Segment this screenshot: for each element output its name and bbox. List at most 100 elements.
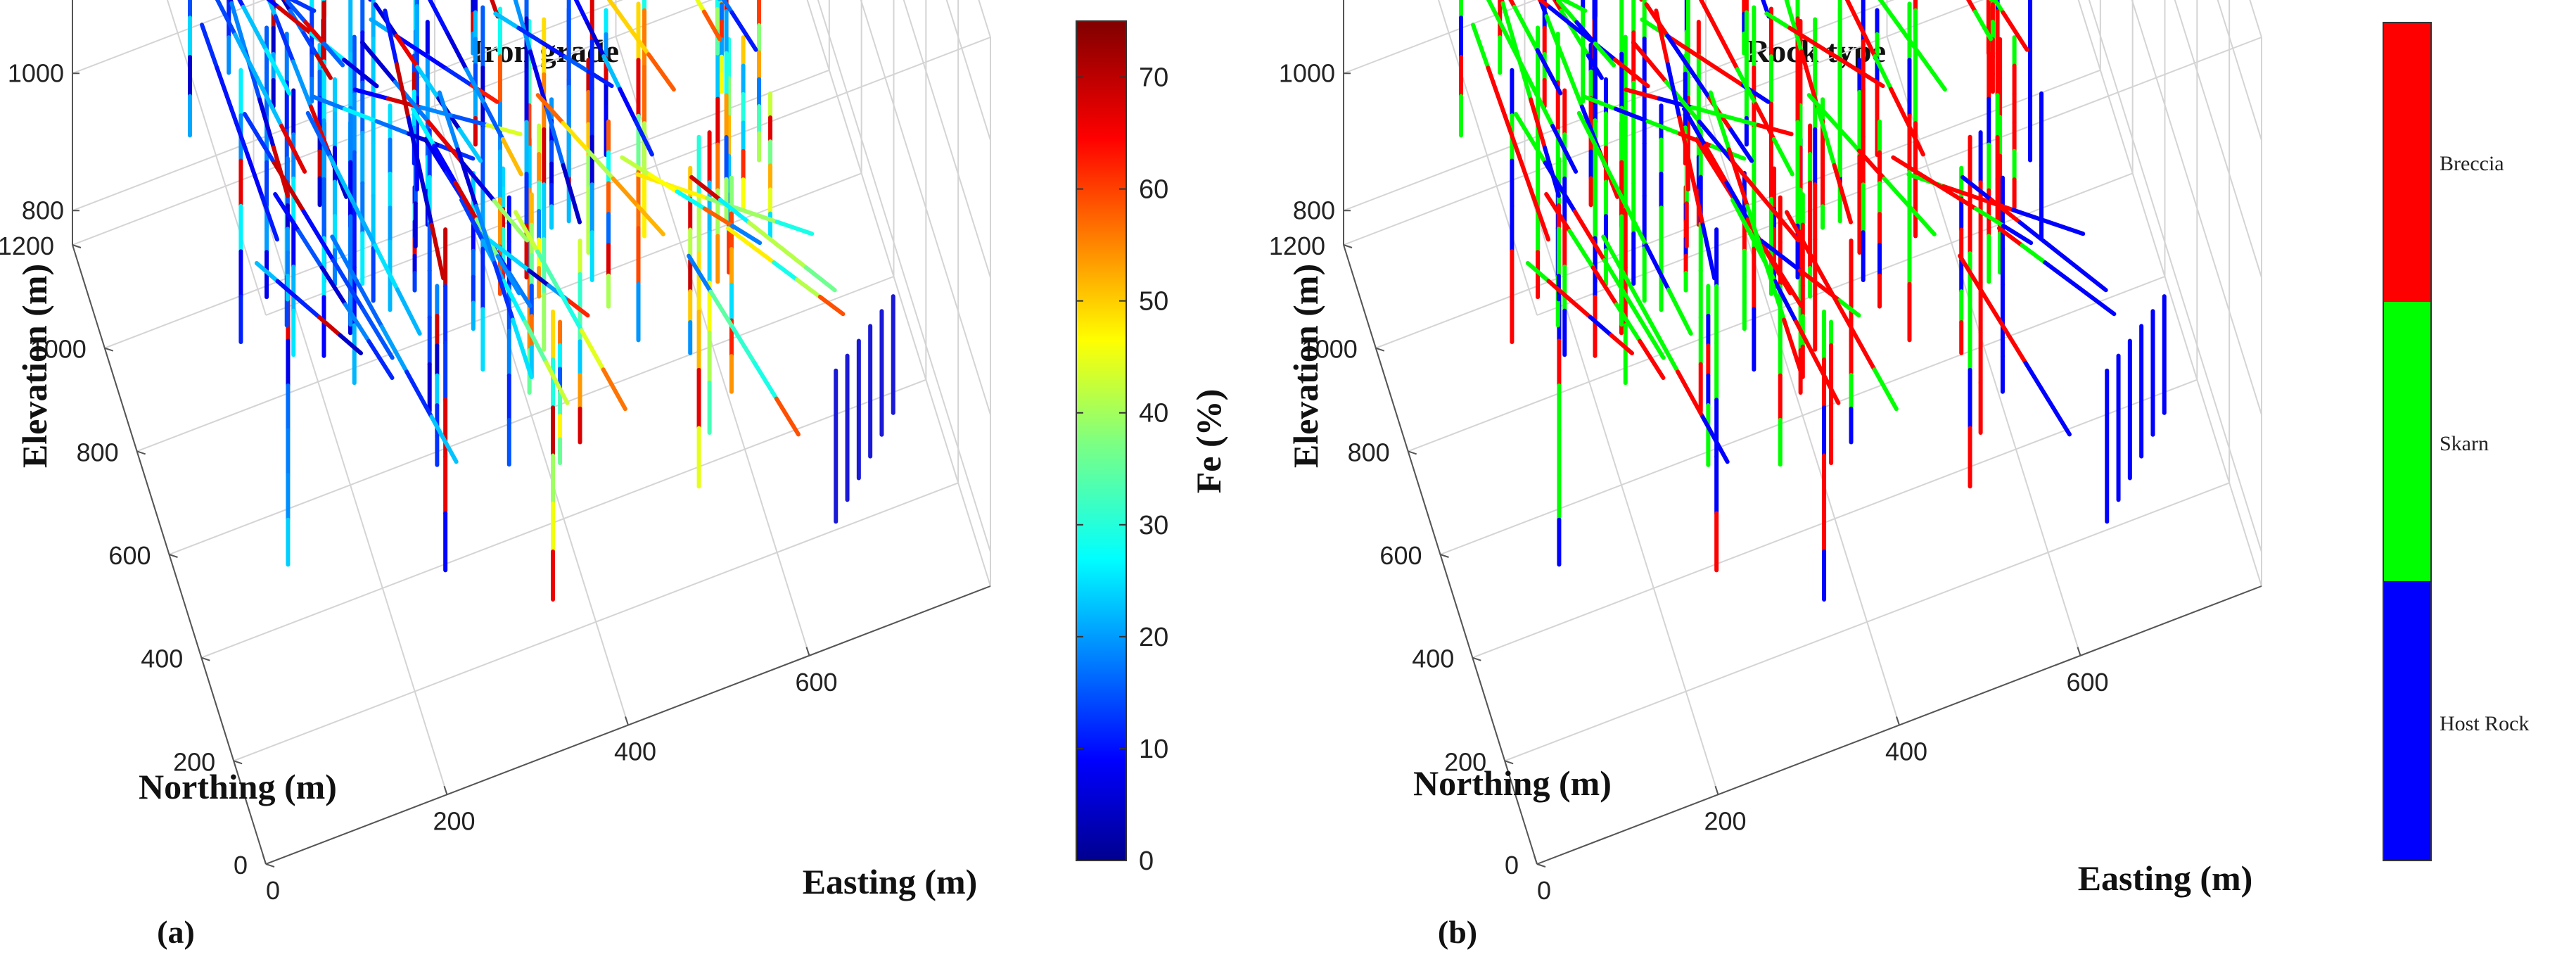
z-axis-label: Elevation (m) [15, 264, 54, 468]
panel-label: (b) [1438, 914, 1477, 950]
drillhole-segment [310, 94, 347, 111]
drillhole-segment [1697, 119, 1735, 164]
drillhole-segment [482, 102, 505, 141]
drillhole-segment [1730, 159, 1768, 203]
drillhole-segment [1689, 169, 1705, 227]
drillhole-segment [1784, 0, 1804, 54]
drillhole-segment [1877, 0, 1897, 22]
panel-b: Rock type 800100012001400 02004006008001… [1269, 0, 2530, 950]
drillhole-segment [634, 119, 654, 157]
drillhole-segment [647, 172, 680, 194]
drillhole-segment [1547, 5, 1585, 36]
z-axis-label: Elevation (m) [1286, 264, 1325, 468]
drillhole-segment [1872, 367, 1899, 412]
drillhole-segment [566, 298, 590, 318]
drillhole-segment [1529, 97, 1548, 150]
x-tick-label: 200 [1704, 806, 1746, 835]
drillhole-segment [1513, 112, 1548, 165]
colorbar [1076, 20, 1127, 861]
drillhole-segment [1785, 210, 1811, 254]
drillhole-segment [288, 0, 317, 13]
x-tick-label: 200 [433, 806, 475, 835]
drillhole-segment [487, 238, 512, 258]
drillhole-segment [1609, 333, 1635, 355]
drillhole-segment [1700, 222, 1717, 281]
drillhole-segment [457, 127, 483, 163]
drillhole-segment [426, 119, 464, 164]
drillhole-segment [411, 106, 437, 148]
drillhole-segment [1654, 8, 1670, 67]
grid-line [72, 0, 713, 246]
drillhole-segment [1588, 315, 1614, 338]
drillhole-segment [1645, 119, 1683, 137]
drillhole-segment [1730, 198, 1756, 243]
drillhole-segment [2046, 220, 2086, 236]
drillhole-segment [1559, 0, 1588, 13]
drillhole-segment [423, 137, 449, 175]
drillhole-segment [1567, 229, 1595, 270]
drillhole-segment [418, 169, 434, 227]
drillhole-segment [245, 151, 264, 199]
drillhole-segment [1552, 0, 1564, 13]
drillhole-segment [670, 184, 710, 201]
y-tick-label: 0 [1505, 851, 1519, 880]
drillhole-segment [1581, 94, 1618, 111]
drillhole-segment [1538, 0, 1549, 19]
drillhole-segment [513, 0, 533, 54]
drillhole-segment [1682, 106, 1708, 148]
drillhole-segment [233, 32, 261, 83]
y-tick-label: 800 [77, 438, 119, 467]
drillhole-segment [444, 66, 474, 88]
panel-a: Iron grade 800100012001400 0200400600800… [0, 0, 1228, 950]
y-tick-label: 400 [1412, 645, 1454, 673]
colorbar-tick-label: 0 [1139, 846, 1154, 876]
x-axis-label: Easting (m) [2078, 858, 2253, 898]
drillhole-segment [1700, 414, 1730, 464]
drillhole-segment [459, 198, 485, 243]
y-tick-labels: 0 200 400 600 800 1000 1200 [1269, 231, 1546, 880]
drillhole-segment [586, 69, 614, 89]
y-tick-mark [233, 760, 243, 765]
drillhole-segment [2001, 10, 2029, 52]
drillhole-segment [1996, 226, 2025, 248]
drillhole-segment [296, 297, 321, 319]
legend-label-host-rock: Host Rock [2440, 712, 2530, 735]
drillhole-segment [748, 243, 777, 265]
drillhole-segment [1941, 184, 1981, 201]
y-tick-label: 1000 [1301, 335, 1358, 364]
drillhole-segment [1555, 0, 1579, 25]
drillhole-segment [606, 0, 626, 22]
z-tick-label: 1000 [1279, 58, 1335, 87]
drillhole-segment [689, 174, 722, 202]
x-tick-label: 0 [266, 876, 280, 905]
drillhole-segment [374, 119, 412, 137]
grid-line [1343, 0, 1984, 246]
drillhole-segment [1907, 204, 1937, 236]
drillhole-segment [452, 114, 490, 127]
drillhole-segment [2020, 243, 2048, 265]
drillhole-segment [1572, 31, 1590, 58]
drillhole-segment [1699, 0, 1721, 37]
drillhole-segment [1946, 189, 1978, 211]
drillhole-segment [291, 59, 313, 109]
y-tick-mark [104, 347, 114, 352]
colorbar-tick-label: 70 [1139, 63, 1168, 93]
drillhole-segment [379, 324, 409, 374]
y-axis-label: Northing (m) [1413, 763, 1612, 803]
drillhole-segment [563, 54, 591, 74]
drillhole-segment [1599, 155, 1626, 204]
legend-swatch-breccia [2383, 23, 2431, 302]
drillhole-segment [579, 328, 606, 372]
drillhole-segment [774, 396, 801, 437]
drillhole-segment [1527, 78, 1555, 128]
drillhole-segment [428, 0, 450, 37]
drillhole-segment [702, 206, 734, 228]
drillhole-segment [1917, 52, 1947, 92]
drillhole-segment [301, 209, 336, 262]
drillhole-segment [2045, 396, 2072, 437]
drillhole-segment [611, 176, 641, 209]
drillhole-segment [1544, 191, 1572, 234]
drillhole-segment [1735, 67, 1758, 107]
drillhole-segment [242, 112, 276, 165]
drillhole-segment [725, 226, 753, 248]
